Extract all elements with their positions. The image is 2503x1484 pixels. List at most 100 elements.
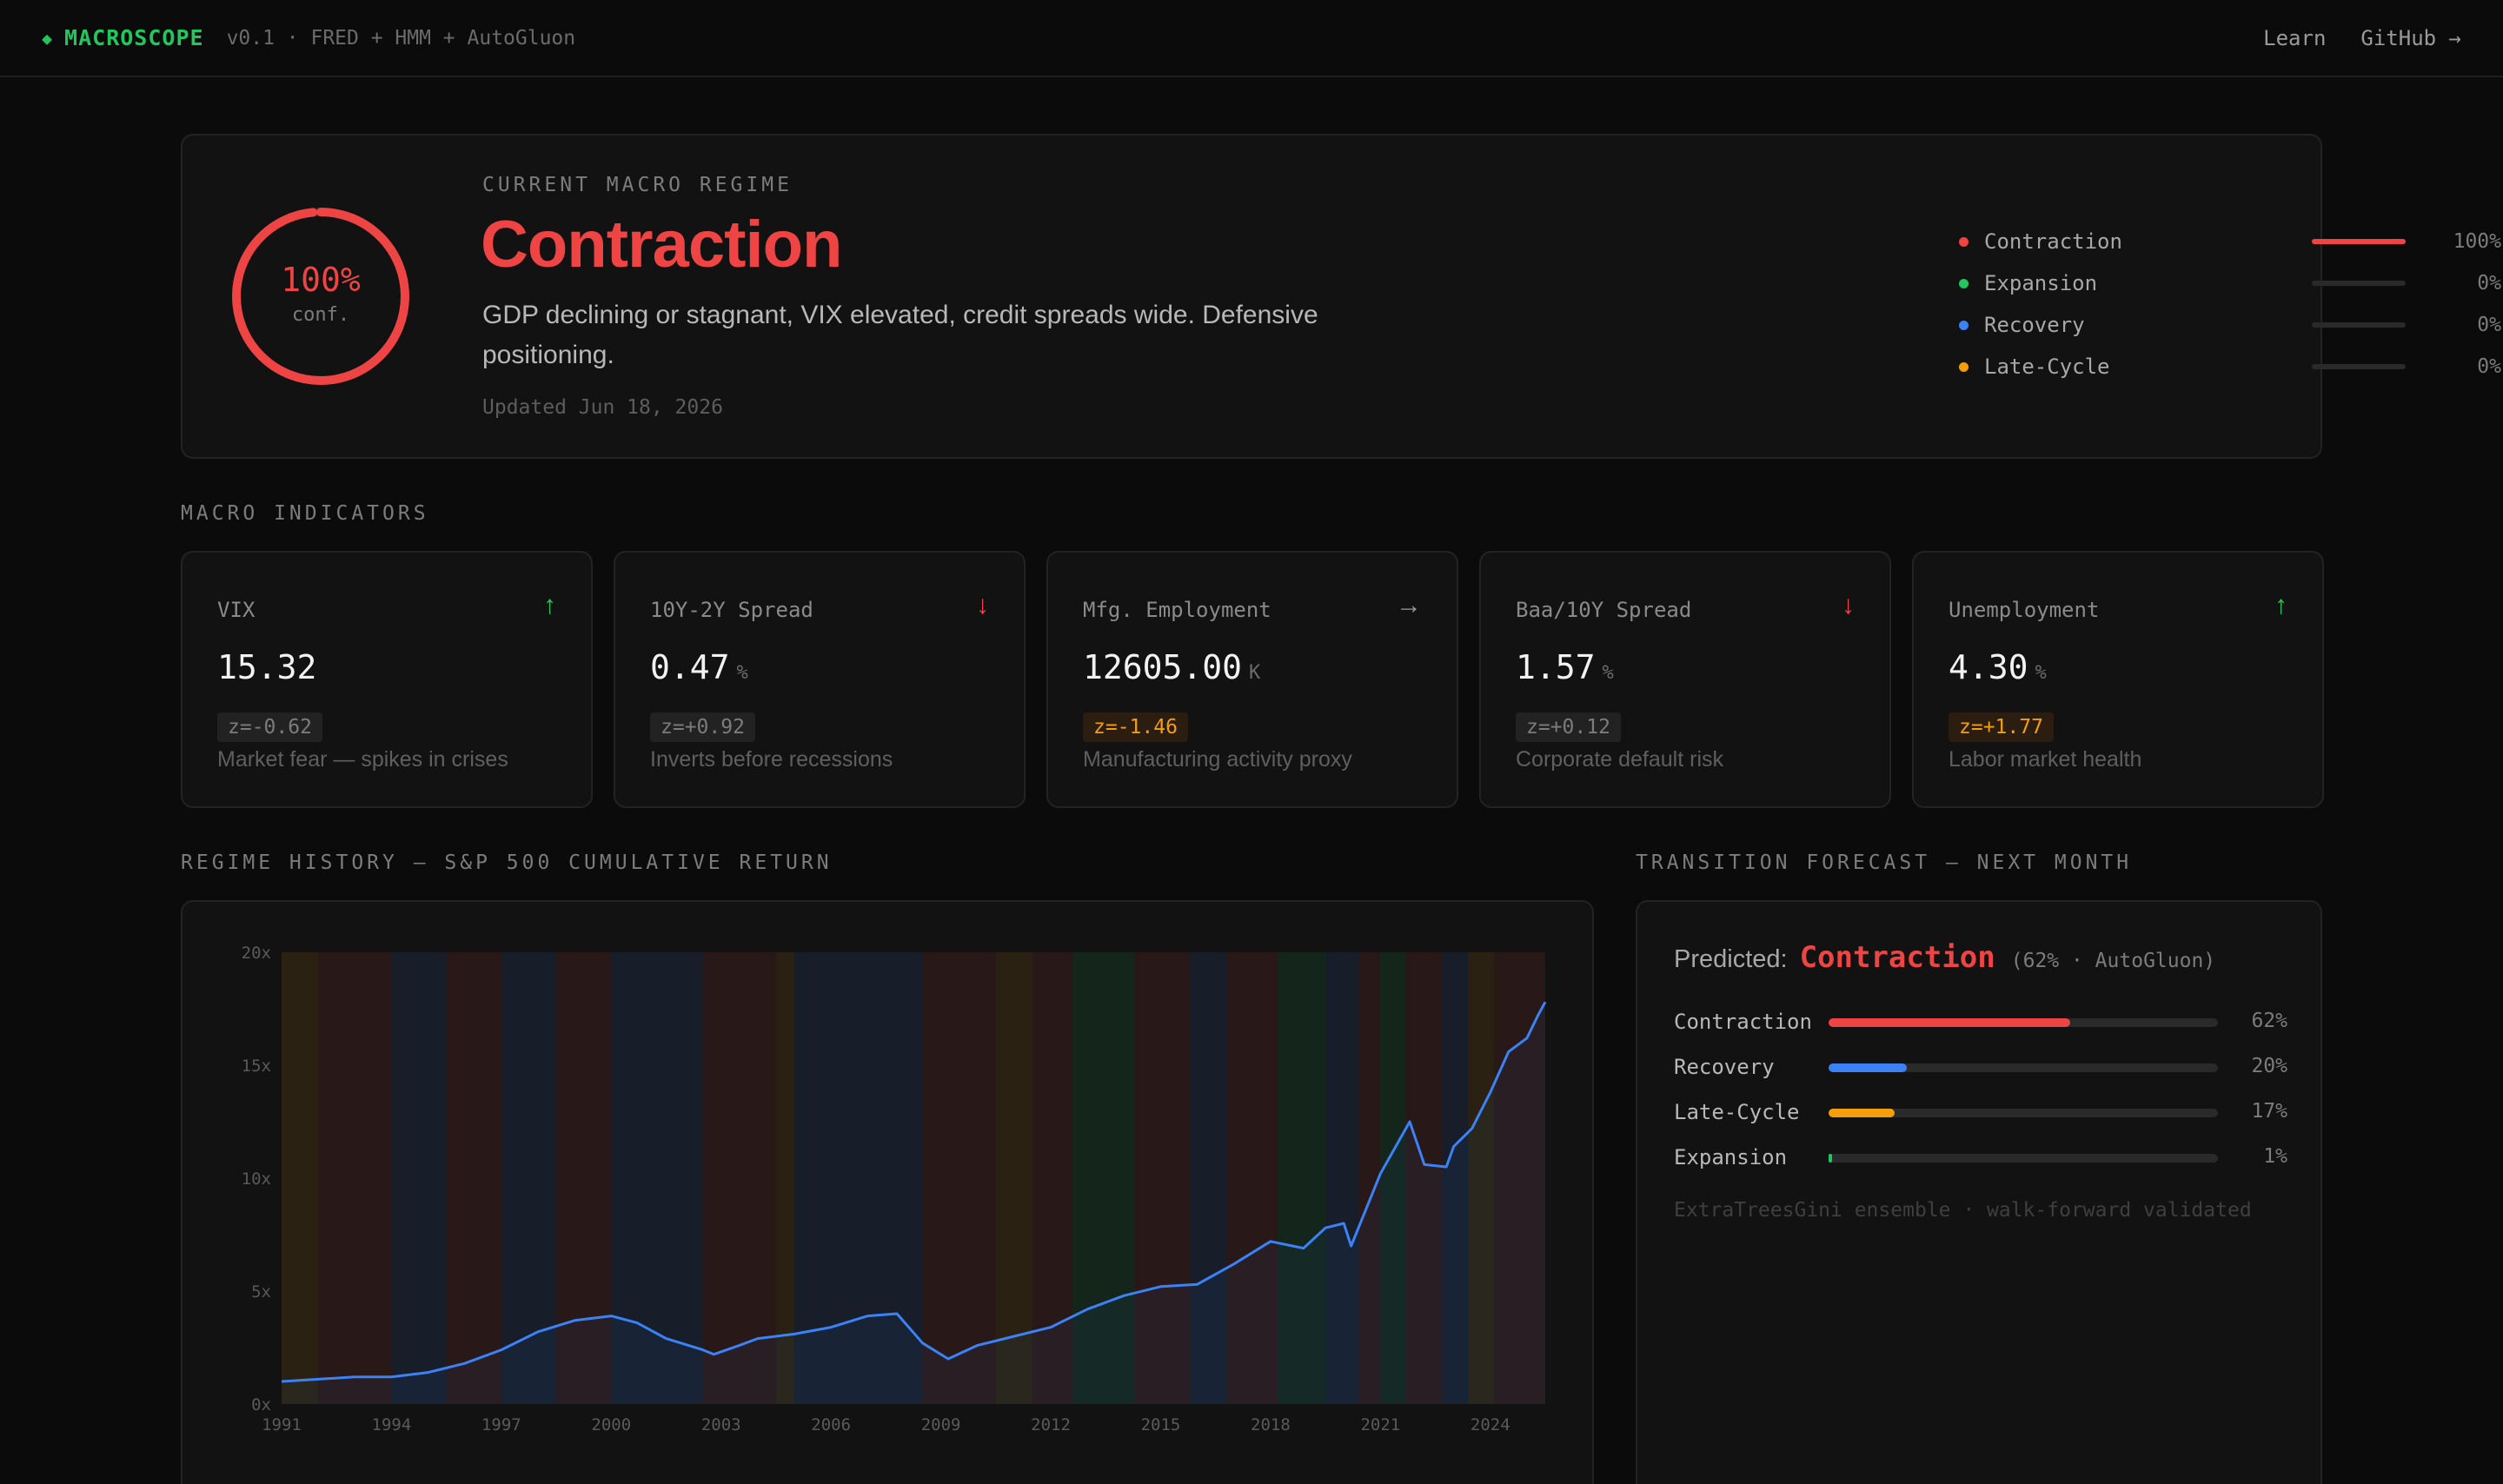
regime-probability-name: Late-Cycle [1984, 354, 2110, 379]
forecast-probability-pct: 20% [2251, 1055, 2287, 1077]
indicator-value-number: 4.30 [1949, 648, 2028, 686]
indicator-card[interactable]: VIX ↑ 15.32 z=-0.62 Market fear — spikes in … [181, 551, 593, 808]
indicator-zscore-badge: z=+0.12 [1516, 712, 1621, 742]
indicator-name: 10Y-2Y Spread [650, 598, 813, 622]
regime-probability-pct: 100% [2453, 230, 2501, 253]
forecast-probability-bar [1829, 1018, 2218, 1027]
forecast-probability-fill [1829, 1154, 1833, 1163]
predicted-label: Predicted: [1674, 945, 1788, 973]
regime-probability-bar [2312, 239, 2406, 244]
regime-probability-pct: 0% [2477, 355, 2501, 378]
x-tick-label: 2024 [1471, 1415, 1510, 1434]
indicator-name: VIX [217, 598, 256, 622]
indicator-unit: K [1249, 662, 1261, 684]
regime-band [1358, 952, 1381, 1404]
regime-band [1190, 952, 1227, 1404]
confidence-value: 100% [281, 261, 361, 299]
forecast-regime-name: Late-Cycle [1674, 1100, 1800, 1124]
x-tick-label: 2021 [1360, 1415, 1400, 1434]
indicator-card[interactable]: Unemployment ↑ 4.30% z=+1.77 Labor market he… [1912, 551, 2324, 808]
y-tick-label: 0x [251, 1395, 271, 1414]
regime-probability-row: Late-Cycle 0% [1952, 346, 2501, 388]
x-tick-label: 2015 [1141, 1415, 1181, 1434]
indicator-zscore-badge: z=+0.92 [650, 712, 755, 742]
regime-band [1468, 952, 1494, 1404]
regime-probability-row: Contraction 100% [1952, 221, 2501, 262]
forecast-row: Late-Cycle 17% [1674, 1091, 2287, 1136]
indicator-unit: % [1602, 662, 1614, 684]
indicator-name: Mfg. Employment [1083, 598, 1271, 622]
brand-name[interactable]: MACROSCOPE [64, 25, 204, 50]
nav-github-link[interactable]: GitHub → [2360, 25, 2461, 50]
forecast-footnote: ExtraTreesGini ensemble · walk-forward v… [1674, 1199, 2252, 1222]
x-tick-label: 1997 [481, 1415, 521, 1434]
indicator-zscore-badge: z=+1.77 [1949, 712, 2054, 742]
predicted-line: Predicted: Contraction (62% · AutoGluon) [1674, 940, 2215, 975]
regime-probability-row: Expansion 0% [1952, 262, 2501, 304]
regime-probability-fill [2312, 239, 2406, 244]
version-label: v0.1 · FRED + HMM + AutoGluon [226, 26, 576, 50]
plot-area [282, 952, 1545, 1404]
regime-band [1032, 952, 1073, 1404]
regime-band [775, 952, 795, 1404]
x-tick-label: 2018 [1251, 1415, 1291, 1434]
trend-arrow-icon: ↑ [543, 591, 556, 619]
regime-probabilities: Contraction 100% Expansion 0% Recovery 0% Late… [1952, 221, 2501, 388]
forecast-probability-pct: 17% [2251, 1100, 2287, 1123]
indicator-card[interactable]: Baa/10Y Spread ↓ 1.57% z=+0.12 Corporate def… [1479, 551, 1891, 808]
x-tick-label: 2006 [811, 1415, 851, 1434]
indicator-value: 0.47% [650, 648, 748, 686]
regime-band [1072, 952, 1135, 1404]
regime-band [556, 952, 612, 1404]
indicator-name: Baa/10Y Spread [1516, 598, 1692, 622]
forecast-probability-bar [1829, 1063, 2218, 1072]
forecast-regime-name: Expansion [1674, 1145, 1788, 1169]
regime-updated: Updated Jun 18, 2026 [482, 396, 723, 419]
forecast-probability-pct: 62% [2251, 1010, 2287, 1032]
regime-probability-name: Recovery [1984, 313, 2085, 337]
regime-band [1493, 952, 1545, 1404]
regime-band [995, 952, 1032, 1404]
forecast-row: Expansion 1% [1674, 1136, 2287, 1182]
forecast-probability-fill [1829, 1063, 1907, 1072]
regime-probability-name: Contraction [1984, 229, 2122, 254]
indicator-value-number: 15.32 [217, 648, 317, 686]
forecast-regime-name: Contraction [1674, 1010, 1812, 1034]
forecast-probability-fill [1829, 1018, 2070, 1027]
indicator-description: Manufacturing activity proxy [1083, 747, 1352, 772]
nav-learn-link[interactable]: Learn [2263, 25, 2327, 50]
indicator-card[interactable]: 10Y-2Y Spread ↓ 0.47% z=+0.92 Inverts before… [614, 551, 1026, 808]
regime-band [446, 952, 501, 1404]
predicted-meta: (62% · AutoGluon) [2010, 950, 2216, 972]
regime-probability-bar [2312, 364, 2406, 369]
regime-band [702, 952, 776, 1404]
regime-title: Contraction [481, 208, 842, 282]
indicator-value: 4.30% [1949, 648, 2047, 686]
forecast-section-title: TRANSITION FORECAST — NEXT MONTH [1636, 851, 2133, 874]
regime-color-dot-icon [1959, 236, 1969, 247]
trend-arrow-icon: → [1396, 591, 1422, 619]
x-tick-label: 1991 [262, 1415, 302, 1434]
y-tick-label: 15x [242, 1057, 271, 1076]
regime-band [391, 952, 447, 1404]
forecast-probability-fill [1829, 1109, 1896, 1117]
sp500-cumulative-line [281, 1001, 1547, 1383]
series-area [282, 1002, 1545, 1404]
indicator-value: 12605.00 K [1083, 648, 1260, 686]
forecast-probability-pct: 1% [2263, 1145, 2287, 1168]
y-tick-label: 5x [251, 1282, 271, 1302]
regime-band [611, 952, 703, 1404]
x-tick-label: 2009 [921, 1415, 961, 1434]
regime-probability-bar [2312, 281, 2406, 286]
regime-description: GDP declining or stagnant, VIX elevated,… [482, 301, 1318, 369]
forecast-regime-name: Recovery [1674, 1055, 1775, 1079]
indicator-name: Unemployment [1949, 598, 2100, 622]
indicator-value-number: 1.57 [1516, 648, 1596, 686]
y-tick-label: 10x [242, 1169, 271, 1189]
indicator-description: Market fear — spikes in crises [217, 747, 508, 772]
confidence-label: conf. [291, 304, 350, 326]
x-tick-label: 2012 [1031, 1415, 1071, 1434]
indicator-value-number: 12605.00 [1083, 648, 1243, 686]
confidence-ring-graphic [232, 208, 409, 385]
